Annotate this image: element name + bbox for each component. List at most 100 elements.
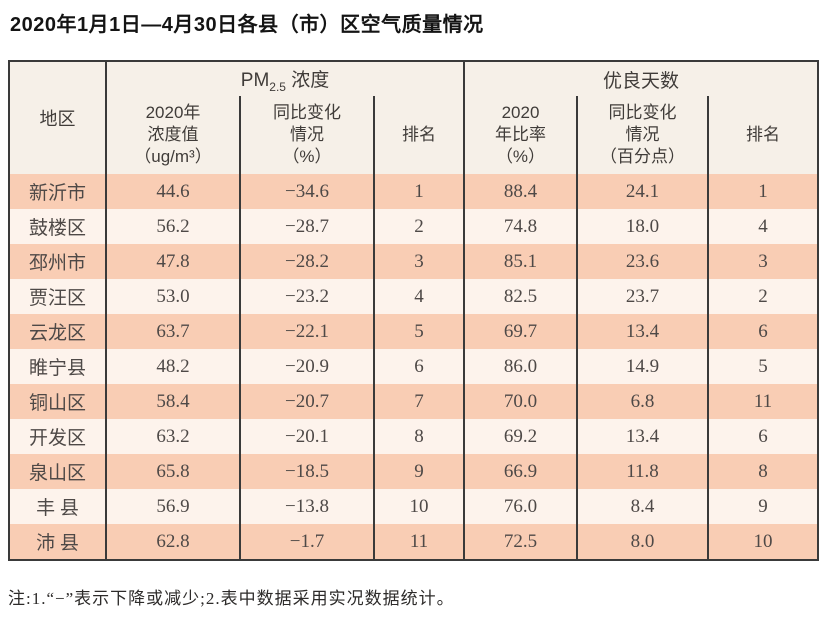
ratio-change-cell: 18.0	[576, 209, 708, 244]
header-pm-group: PM2.5 浓度	[105, 61, 464, 96]
pm-rank-cell: 4	[373, 279, 464, 314]
pm-value-cell: 65.8	[105, 454, 240, 489]
rank-cell: 4	[706, 209, 819, 244]
region-cell: 丰 县	[9, 489, 106, 524]
pm-value-cell: 56.9	[105, 489, 240, 524]
pm-change-cell: −23.2	[239, 279, 374, 314]
region-cell: 邳州市	[9, 244, 106, 279]
pm-rank-cell: 8	[373, 419, 464, 454]
rank-cell: 9	[706, 489, 819, 524]
rank-cell: 6	[706, 419, 819, 454]
table-row: 沛 县 62.8 −1.7 11 72.5 8.0 10	[9, 524, 819, 560]
table-row: 云龙区 63.7 −22.1 5 69.7 13.4 6	[9, 314, 819, 349]
table-body: 新沂市 44.6 −34.6 1 88.4 24.1 1 鼓楼区 56.2 −2…	[9, 174, 819, 560]
pm-rank-cell: 7	[373, 384, 464, 419]
pm-rank-cell: 1	[373, 174, 464, 209]
pm-change-cell: −34.6	[239, 174, 374, 209]
footnote: 注:1.“−”表示下降或减少;2.表中数据采用实况数据统计。	[8, 589, 455, 608]
pm-label: PM	[240, 69, 270, 91]
region-cell: 沛 县	[9, 524, 106, 560]
region-cell: 云龙区	[9, 314, 106, 349]
ratio-cell: 70.0	[463, 384, 577, 419]
pm-change-cell: −20.7	[239, 384, 374, 419]
header-pm-change: 同比变化 情况 （%）	[239, 96, 374, 174]
pm-suffix: 浓度	[285, 69, 330, 91]
pm-rank-cell: 6	[373, 349, 464, 384]
rank-cell: 11	[706, 384, 819, 419]
table-header: 地区 PM2.5 浓度 优良天数 2020年 浓度值 （ug/m³） 同比变化 …	[9, 61, 819, 174]
pm-value-cell: 44.6	[105, 174, 240, 209]
ratio-change-cell: 8.0	[576, 524, 708, 560]
ratio-change-cell: 13.4	[576, 419, 708, 454]
pm-subscript: 2.5	[269, 79, 286, 94]
pm-value-cell: 53.0	[105, 279, 240, 314]
table-row: 泉山区 65.8 −18.5 9 66.9 11.8 8	[9, 454, 819, 489]
pm-value-cell: 63.2	[105, 419, 240, 454]
pm-value-cell: 48.2	[105, 349, 240, 384]
ratio-change-cell: 23.7	[576, 279, 708, 314]
region-cell: 贾汪区	[9, 279, 106, 314]
pm-change-cell: −20.9	[239, 349, 374, 384]
table-row: 睢宁县 48.2 −20.9 6 86.0 14.9 5	[9, 349, 819, 384]
page-title: 2020年1月1日—4月30日各县（市）区空气质量情况	[10, 14, 484, 36]
rank-cell: 1	[706, 174, 819, 209]
pm-value-cell: 47.8	[105, 244, 240, 279]
region-cell: 铜山区	[9, 384, 106, 419]
ratio-cell: 69.2	[463, 419, 577, 454]
pm-change-cell: −28.7	[239, 209, 374, 244]
ratio-change-cell: 8.4	[576, 489, 708, 524]
header-ratio: 2020 年比率 （%）	[463, 96, 577, 174]
ratio-cell: 74.8	[463, 209, 577, 244]
pm-rank-cell: 2	[373, 209, 464, 244]
table-row: 邳州市 47.8 −28.2 3 85.1 23.6 3	[9, 244, 819, 279]
rank-cell: 10	[706, 524, 819, 560]
pm-rank-cell: 9	[373, 454, 464, 489]
ratio-change-cell: 14.9	[576, 349, 708, 384]
ratio-change-cell: 6.8	[576, 384, 708, 419]
table-row: 新沂市 44.6 −34.6 1 88.4 24.1 1	[9, 174, 819, 209]
header-pm-rank: 排名	[373, 96, 464, 174]
ratio-cell: 88.4	[463, 174, 577, 209]
rank-cell: 6	[706, 314, 819, 349]
ratio-cell: 86.0	[463, 349, 577, 384]
ratio-cell: 85.1	[463, 244, 577, 279]
region-cell: 鼓楼区	[9, 209, 106, 244]
pm-rank-cell: 3	[373, 244, 464, 279]
pm-rank-cell: 5	[373, 314, 464, 349]
rank-cell: 2	[706, 279, 819, 314]
table-row: 丰 县 56.9 −13.8 10 76.0 8.4 9	[9, 489, 819, 524]
air-quality-table: 地区 PM2.5 浓度 优良天数 2020年 浓度值 （ug/m³） 同比变化 …	[8, 60, 820, 561]
pm-value-cell: 58.4	[105, 384, 240, 419]
ratio-cell: 82.5	[463, 279, 577, 314]
pm-change-cell: −1.7	[239, 524, 374, 560]
ratio-cell: 72.5	[463, 524, 577, 560]
table-row: 贾汪区 53.0 −23.2 4 82.5 23.7 2	[9, 279, 819, 314]
region-cell: 睢宁县	[9, 349, 106, 384]
ratio-change-cell: 13.4	[576, 314, 708, 349]
header-region: 地区	[9, 61, 106, 174]
pm-change-cell: −28.2	[239, 244, 374, 279]
ratio-cell: 76.0	[463, 489, 577, 524]
ratio-change-cell: 24.1	[576, 174, 708, 209]
pm-rank-cell: 11	[373, 524, 464, 560]
pm-change-cell: −13.8	[239, 489, 374, 524]
rank-cell: 3	[706, 244, 819, 279]
table-row: 鼓楼区 56.2 −28.7 2 74.8 18.0 4	[9, 209, 819, 244]
header-pm-value: 2020年 浓度值 （ug/m³）	[105, 96, 240, 174]
pm-value-cell: 63.7	[105, 314, 240, 349]
pm-value-cell: 62.8	[105, 524, 240, 560]
ratio-change-cell: 23.6	[576, 244, 708, 279]
region-cell: 泉山区	[9, 454, 106, 489]
rank-cell: 5	[706, 349, 819, 384]
rank-cell: 8	[706, 454, 819, 489]
ratio-cell: 69.7	[463, 314, 577, 349]
pm-value-cell: 56.2	[105, 209, 240, 244]
pm-rank-cell: 10	[373, 489, 464, 524]
pm-change-cell: −22.1	[239, 314, 374, 349]
pm-change-cell: −18.5	[239, 454, 374, 489]
region-cell: 开发区	[9, 419, 106, 454]
region-cell: 新沂市	[9, 174, 106, 209]
ratio-cell: 66.9	[463, 454, 577, 489]
header-good-days-group: 优良天数	[462, 61, 819, 96]
